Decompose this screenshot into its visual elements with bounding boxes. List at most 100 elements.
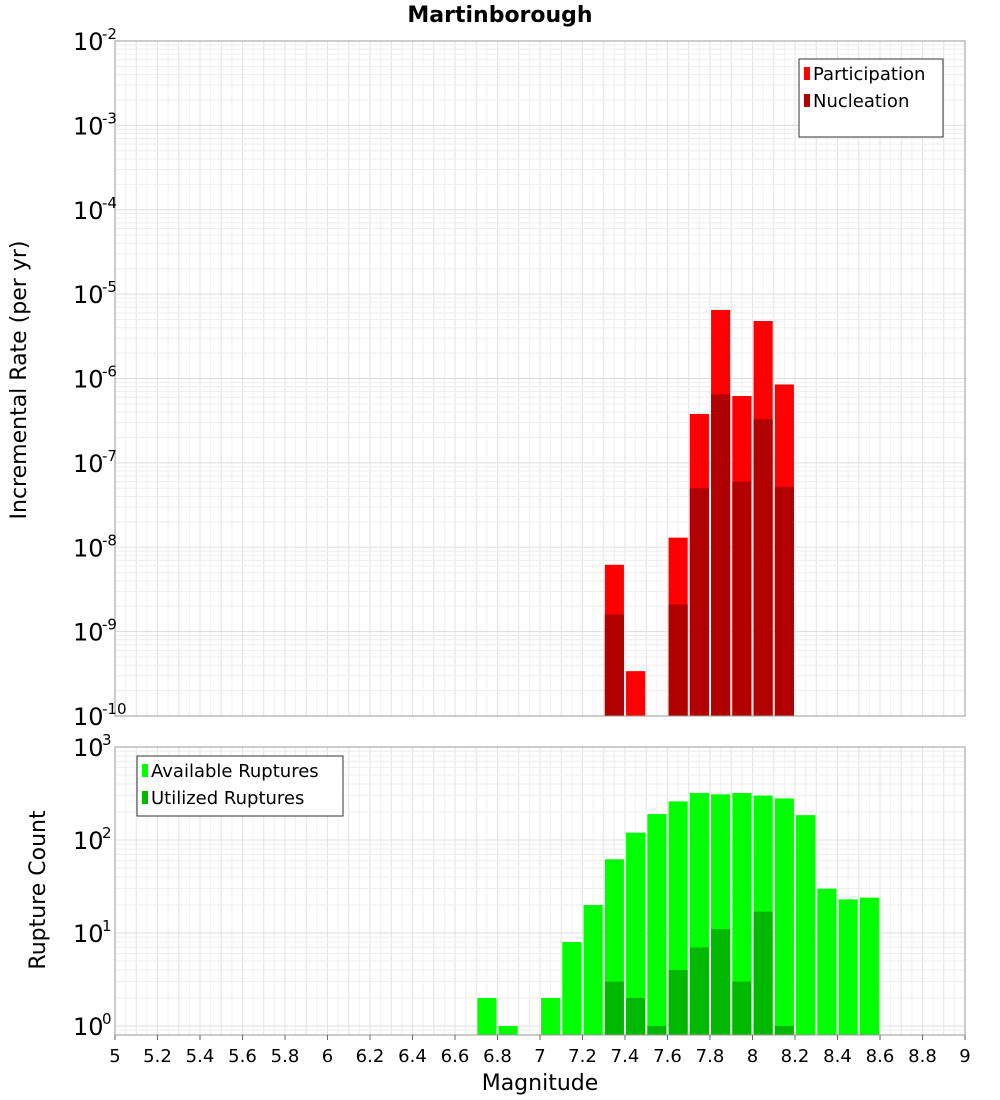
y-tick-exponent: 3 bbox=[102, 731, 112, 749]
x-tick-label: 8.4 bbox=[823, 1046, 852, 1067]
x-tick-label: 5.6 bbox=[228, 1046, 257, 1067]
y-tick-base: 10 bbox=[73, 920, 104, 948]
x-tick-label: 6.4 bbox=[398, 1046, 427, 1067]
y-tick-base: 10 bbox=[73, 366, 104, 394]
x-tick-label: 7.4 bbox=[611, 1046, 640, 1067]
plot-border bbox=[114, 40, 966, 717]
bar-utilized-ruptures bbox=[604, 981, 624, 1035]
legend-box bbox=[136, 755, 344, 817]
y-tick-exponent: -2 bbox=[102, 25, 117, 43]
bar-nucleation bbox=[689, 488, 709, 716]
x-tick-label: 6.6 bbox=[441, 1046, 470, 1067]
y-tick-exponent: -6 bbox=[102, 363, 117, 381]
legend: Participation Nucleation bbox=[798, 58, 944, 138]
bar-nucleation bbox=[711, 394, 731, 716]
rate-panel: 10-1010-910-810-710-610-510-410-310-2Par… bbox=[73, 25, 966, 731]
bottom-y-axis-label: Rupture Count bbox=[26, 810, 51, 970]
bar-available-ruptures bbox=[477, 997, 497, 1035]
y-tick-exponent: 1 bbox=[102, 917, 112, 935]
x-tick-label: 6.8 bbox=[483, 1046, 512, 1067]
series-utilized-ruptures bbox=[604, 911, 794, 1035]
x-axis-label: Magnitude bbox=[482, 1071, 599, 1096]
bar-nucleation bbox=[604, 614, 624, 716]
x-tick-label: 5.4 bbox=[186, 1046, 215, 1067]
y-tick-exponent: -3 bbox=[102, 109, 117, 127]
y-tick-label: 10-8 bbox=[73, 531, 117, 562]
y-tick-base: 10 bbox=[73, 703, 104, 731]
bar-available-ruptures bbox=[583, 904, 603, 1035]
legend-entry-label: Utilized Ruptures bbox=[151, 788, 304, 809]
x-tick-label: 8.8 bbox=[908, 1046, 937, 1067]
y-tick-label: 10-9 bbox=[73, 616, 117, 647]
top-y-axis-label: Incremental Rate (per yr) bbox=[7, 241, 32, 520]
bar-available-ruptures bbox=[562, 942, 582, 1035]
y-tick-label: 103 bbox=[73, 731, 112, 762]
bar-utilized-ruptures bbox=[626, 997, 646, 1035]
x-tick-label: 7 bbox=[534, 1046, 545, 1067]
bar-available-ruptures bbox=[647, 814, 667, 1035]
y-tick-exponent: 2 bbox=[102, 824, 112, 842]
x-tick-label: 7.8 bbox=[696, 1046, 725, 1067]
bar-utilized-ruptures bbox=[732, 981, 752, 1035]
y-tick-label: 10-2 bbox=[73, 25, 117, 56]
bar-utilized-ruptures bbox=[689, 947, 709, 1035]
y-tick-exponent: 0 bbox=[102, 1010, 112, 1028]
bar-utilized-ruptures bbox=[774, 1025, 794, 1035]
y-tick-exponent: -7 bbox=[102, 447, 117, 465]
y-tick-label: 10-5 bbox=[73, 278, 117, 309]
y-tick-exponent: -4 bbox=[102, 194, 117, 212]
legend-swatch bbox=[142, 764, 148, 777]
y-tick-base: 10 bbox=[73, 534, 104, 562]
bar-nucleation bbox=[732, 481, 752, 716]
legend: Available Ruptures Utilized Ruptures bbox=[136, 755, 344, 817]
legend-swatch bbox=[804, 67, 810, 80]
y-tick-exponent: -8 bbox=[102, 531, 117, 549]
legend-swatch bbox=[142, 791, 148, 804]
x-tick-label: 6.2 bbox=[356, 1046, 385, 1067]
bar-available-ruptures bbox=[626, 832, 646, 1035]
x-tick-label: 8.6 bbox=[866, 1046, 895, 1067]
bar-utilized-ruptures bbox=[668, 969, 688, 1035]
bar-available-ruptures bbox=[859, 897, 879, 1035]
x-tick-label: 8.2 bbox=[781, 1046, 810, 1067]
bar-nucleation bbox=[753, 419, 773, 716]
x-tick-label: 6 bbox=[322, 1046, 333, 1067]
x-tick-label: 5.2 bbox=[143, 1046, 172, 1067]
legend-box bbox=[798, 58, 944, 138]
y-tick-base: 10 bbox=[73, 112, 104, 140]
chart-title: Martinborough bbox=[407, 3, 592, 28]
legend-entry-label: Nucleation bbox=[813, 91, 909, 112]
x-tick-label: 7.6 bbox=[653, 1046, 682, 1067]
x-tick-label: 5 bbox=[109, 1046, 120, 1067]
y-tick-base: 10 bbox=[73, 827, 104, 855]
legend-swatch bbox=[804, 94, 810, 107]
y-tick-base: 10 bbox=[73, 28, 104, 56]
y-tick-base: 10 bbox=[73, 197, 104, 225]
bar-available-ruptures bbox=[796, 815, 816, 1035]
x-tick-label: 7.2 bbox=[568, 1046, 597, 1067]
grid bbox=[114, 40, 966, 717]
bar-participation bbox=[626, 671, 646, 716]
y-tick-label: 10-3 bbox=[73, 109, 117, 140]
bar-available-ruptures bbox=[498, 1025, 518, 1035]
x-tick-label: 8 bbox=[747, 1046, 758, 1067]
y-tick-label: 10-4 bbox=[73, 194, 117, 225]
x-tick-label: 9 bbox=[959, 1046, 970, 1067]
bar-utilized-ruptures bbox=[753, 911, 773, 1035]
y-tick-label: 102 bbox=[73, 824, 112, 855]
y-tick-base: 10 bbox=[73, 450, 104, 478]
y-tick-label: 101 bbox=[73, 917, 112, 948]
y-tick-base: 10 bbox=[73, 619, 104, 647]
y-tick-base: 10 bbox=[73, 734, 104, 762]
bar-nucleation bbox=[774, 486, 794, 716]
y-tick-exponent: -5 bbox=[102, 278, 117, 296]
y-tick-exponent: -10 bbox=[102, 700, 127, 718]
y-tick-base: 10 bbox=[73, 281, 104, 309]
bar-available-ruptures bbox=[774, 798, 794, 1035]
bar-available-ruptures bbox=[838, 899, 858, 1035]
y-tick-label: 10-7 bbox=[73, 447, 117, 478]
y-tick-base: 10 bbox=[73, 1013, 104, 1041]
bar-available-ruptures bbox=[817, 888, 837, 1035]
series-nucleation bbox=[604, 394, 794, 716]
